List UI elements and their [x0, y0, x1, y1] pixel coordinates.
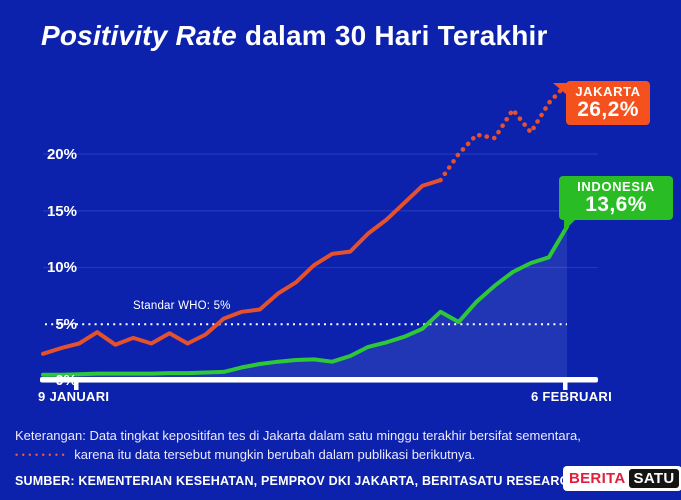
beritasatu-logo: BERITA SATU: [563, 466, 681, 491]
logo-berita: BERITA: [569, 470, 626, 487]
indonesia-callout-value: 13,6%: [585, 193, 647, 216]
x-label-end: 6 FEBRUARI: [530, 389, 612, 404]
logo-satu: SATU: [628, 469, 680, 488]
footnote: Keterangan: Data tingkat kepositifan tes…: [15, 426, 665, 465]
indonesia-callout-tail: [564, 219, 576, 231]
jakarta-callout-name: JAKARTA: [575, 84, 641, 99]
dotted-line-legend-icon: ••••••••: [15, 450, 69, 460]
indonesia-callout: INDONESIA 13,6%: [559, 176, 673, 231]
page-title-italic: Positivity Rate: [41, 20, 237, 51]
y-tick-10: 10%: [46, 259, 77, 276]
footnote-line1: Keterangan: Data tingkat kepositifan tes…: [15, 428, 581, 443]
footnote-line2: •••••••• karena itu data tersebut mungkin…: [15, 445, 665, 465]
page-title: Positivity Rate dalam 30 Hari Terakhir: [41, 20, 661, 52]
jakarta-callout-value: 26,2%: [577, 98, 639, 121]
y-tick-5: 5%: [55, 316, 77, 333]
footnote-line2-text: karena itu data tersebut mungkin berubah…: [74, 447, 476, 462]
indonesia-callout-name: INDONESIA: [577, 179, 655, 194]
page-title-rest: dalam 30 Hari Terakhir: [236, 20, 548, 51]
source-credit: SUMBER: KEMENTERIAN KESEHATAN, PEMPROV D…: [15, 474, 579, 488]
jakarta-callout-tail: [553, 83, 567, 95]
y-tick-0: 0%: [55, 372, 77, 389]
y-tick-15: 15%: [46, 203, 77, 220]
jakarta-callout: JAKARTA 26,2%: [553, 81, 650, 125]
who-standard-label: Standar WHO: 5%: [133, 300, 231, 312]
y-tick-20: 20%: [46, 146, 77, 163]
x-label-start: 9 JANUARI: [38, 389, 110, 404]
